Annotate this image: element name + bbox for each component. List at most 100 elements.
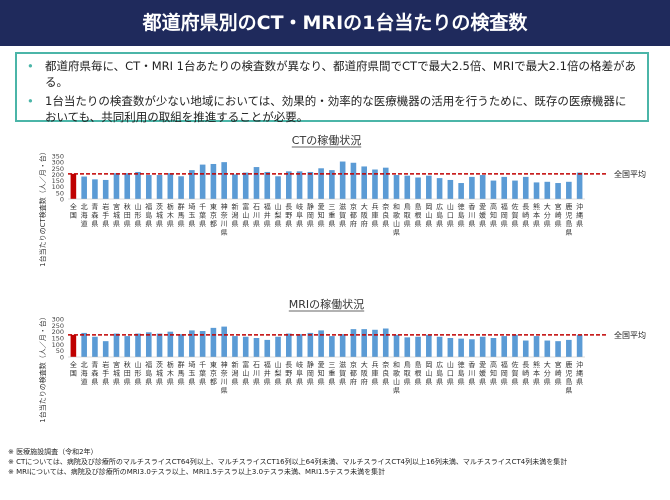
x-tick-label: 青森県 (91, 202, 99, 228)
x-tick-label: 愛知県 (317, 202, 325, 228)
x-tick-label: 京都府 (349, 360, 357, 386)
x-tick-label: 香川県 (468, 202, 476, 228)
bar (361, 329, 367, 357)
x-tick-label: 和歌山県 (393, 202, 401, 237)
x-tick-label: 福島県 (145, 360, 153, 386)
bar (566, 181, 572, 199)
bar (102, 179, 109, 199)
x-tick-label: 岐阜県 (296, 360, 304, 386)
y-tick-label: 100 (52, 183, 64, 191)
chart-title: MRIの稼働状況 (289, 297, 364, 311)
y-axis-label: 1台当たりのCT検査数（人／月・台） (38, 148, 47, 267)
chart-title: CTの稼働状況 (292, 133, 361, 147)
bar (113, 173, 120, 199)
bar (156, 175, 163, 199)
x-tick-label: 鹿児島県 (565, 360, 573, 395)
note: ※ 医療施設調査（令和2年） (8, 448, 98, 456)
bar (124, 173, 131, 199)
bar (533, 182, 540, 199)
bar (307, 332, 314, 357)
y-axis-label: 1台当たりの検査数（人／月・台） (38, 313, 47, 422)
bar (533, 336, 540, 357)
x-tick-label: 沖縄県 (576, 202, 584, 228)
bullet: 都道府県毎に、CT・MRI 1台あたりの検査数が異なり、都道府県間でCTで最大2… (27, 58, 637, 90)
x-tick-label: 佐賀県 (511, 202, 519, 228)
bar (339, 334, 346, 357)
bar (286, 333, 292, 357)
x-tick-label: 石川県 (252, 203, 260, 229)
x-tick-label: 滋賀県 (339, 202, 347, 228)
x-tick-label: 大阪府 (360, 360, 368, 386)
bar (490, 180, 497, 199)
y-tick-label: 150 (52, 177, 64, 185)
x-tick-label: 鳥取県 (403, 202, 411, 228)
x-tick-label: 香川県 (468, 360, 476, 386)
x-tick-label: 宮城県 (112, 202, 120, 228)
x-tick-label: 青森県 (91, 360, 99, 386)
x-tick-label: 山口県 (446, 202, 454, 228)
x-tick-label: 石川県 (252, 361, 260, 387)
average-label: 全国平均 (614, 330, 646, 340)
bar (382, 167, 389, 199)
x-tick-label: 京都府 (349, 202, 357, 228)
x-tick-label: 富山県 (242, 360, 250, 386)
x-tick-label: 山梨県 (274, 202, 282, 228)
bar (199, 331, 206, 357)
bar (447, 338, 454, 357)
x-tick-label: 大阪府 (360, 202, 368, 228)
x-tick-label: 兵庫県 (371, 202, 379, 228)
y-tick-label: 100 (52, 341, 64, 349)
x-tick-label: 栃木県 (166, 202, 174, 228)
bar (544, 340, 551, 357)
bar (447, 179, 454, 199)
x-tick-label: 岩手県 (102, 360, 110, 386)
x-tick-label: 熊本県 (533, 202, 541, 228)
x-tick-label: 奈良県 (382, 360, 390, 386)
bar (382, 328, 389, 357)
bar (426, 334, 432, 357)
bar (393, 334, 400, 357)
note: ※ CTについては、病院及び診療所のマルチスライスCT64列以上、マルチスライス… (8, 458, 568, 466)
bar (232, 174, 238, 199)
x-tick-label: 静岡県 (306, 360, 314, 386)
x-tick-label: 山形県 (134, 202, 142, 228)
y-tick-label: 250 (52, 322, 64, 330)
x-tick-label: 高知県 (489, 202, 497, 228)
bar (372, 329, 378, 357)
bar (135, 333, 141, 357)
bar (339, 161, 346, 199)
bar (318, 330, 324, 357)
x-tick-label: 全国 (69, 202, 77, 220)
bar (576, 334, 583, 357)
bar (479, 336, 486, 357)
bar (544, 181, 551, 199)
bar (372, 169, 378, 199)
y-tick-label: 350 (52, 153, 64, 161)
x-tick-label: 和歌山県 (393, 360, 401, 395)
y-tick-label: 50 (56, 347, 64, 355)
bar (156, 333, 163, 357)
bar (512, 180, 518, 199)
bar (350, 329, 357, 357)
x-tick-label: 長崎県 (522, 203, 530, 229)
bar (307, 171, 314, 199)
bar (501, 336, 508, 357)
x-tick-label: 沖縄県 (576, 360, 584, 386)
x-tick-label: 岐阜県 (296, 202, 304, 228)
bar (221, 326, 227, 357)
bar (135, 171, 141, 199)
bar (210, 163, 217, 199)
bar (242, 172, 249, 199)
bar (393, 175, 400, 199)
bar (275, 176, 281, 199)
x-tick-label: 山梨県 (274, 360, 282, 386)
bar (92, 179, 98, 199)
x-tick-label: 愛媛県 (479, 202, 487, 228)
bar (113, 333, 120, 357)
x-tick-label: 福岡県 (500, 202, 508, 228)
bar (522, 176, 529, 199)
bar (102, 341, 109, 357)
bar (436, 336, 443, 357)
